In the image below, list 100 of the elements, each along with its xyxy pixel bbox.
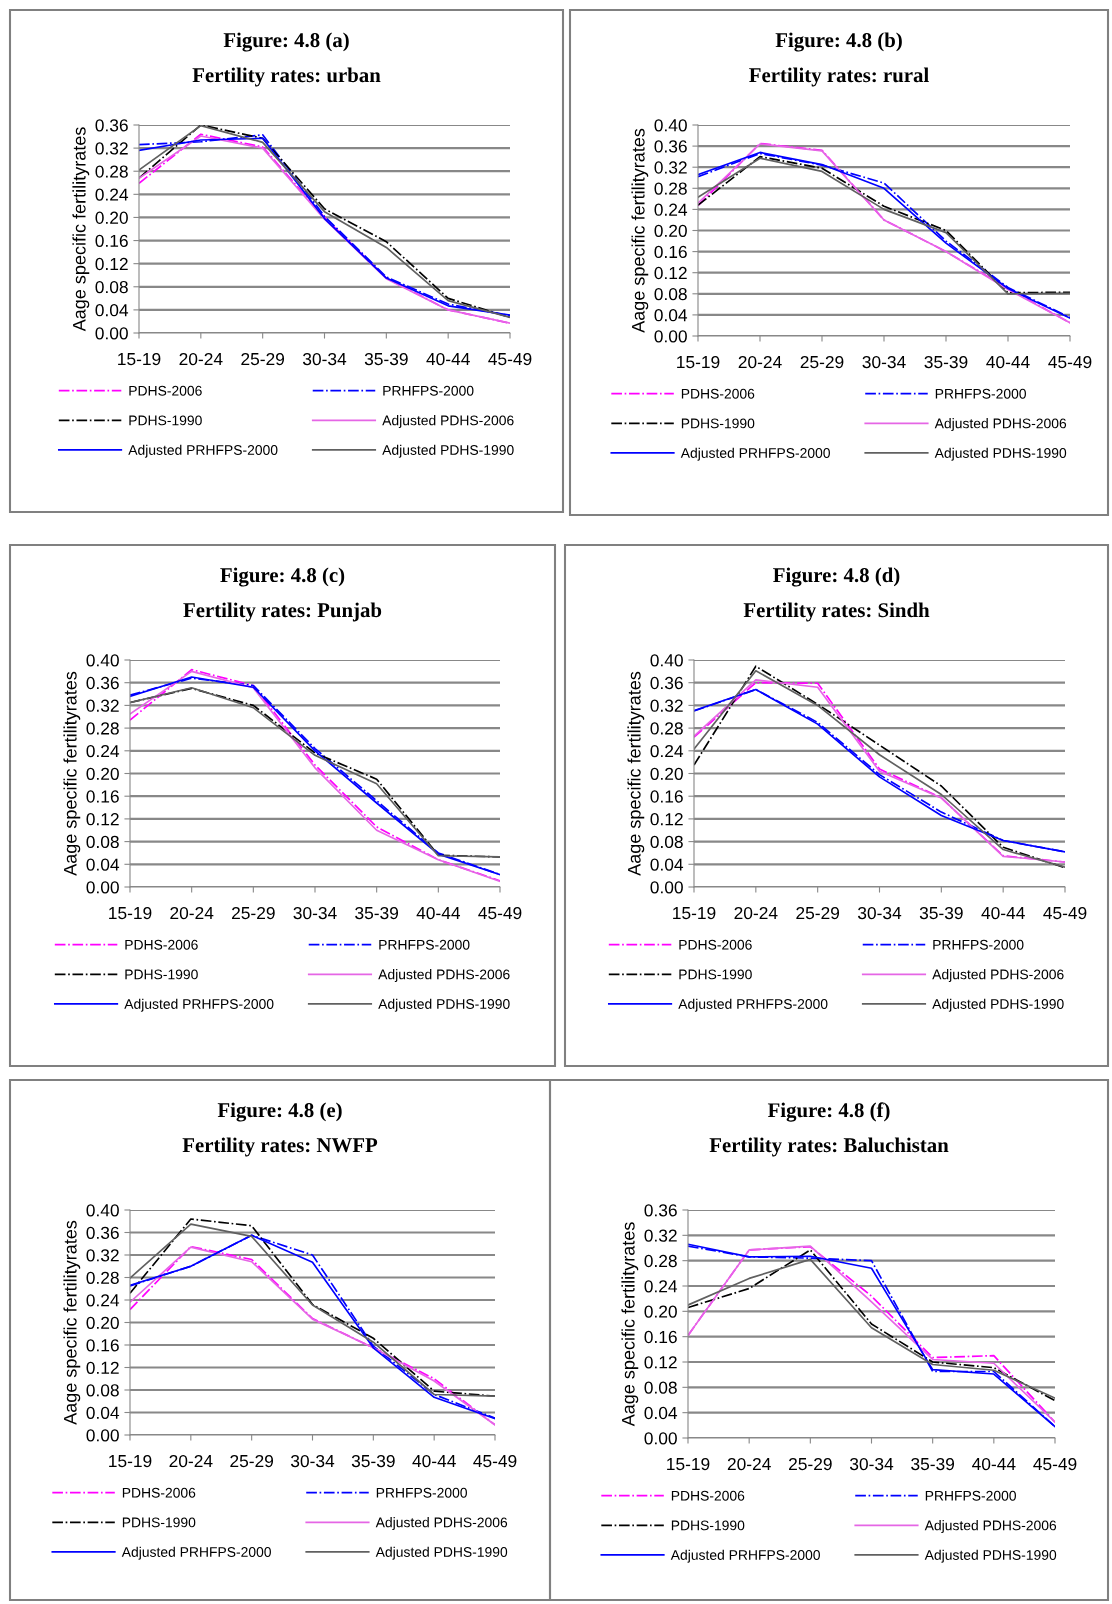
x-tick-label: 20-24 [738,355,782,369]
legend-label: PRHFPS-2000 [383,385,474,396]
legend-label: Adjusted PDHS-2006 [378,969,510,983]
x-tick-label: 30-34 [862,355,906,369]
y-tick-label: 0.40 [86,1204,119,1217]
y-tick-label: 0.20 [86,767,119,780]
y-tick-label: 0.00 [650,881,683,894]
legend-label: PRHFPS-2000 [935,388,1026,399]
y-tick-label: 0.04 [654,309,688,322]
y-tick-label: 0.16 [95,234,128,248]
x-tick-label: 25-29 [789,1457,832,1471]
chart-subtitle: Fertility rates: Punjab [183,602,382,622]
y-tick-label: 0.00 [654,330,687,343]
chart-subtitle: Fertility rates: Baluchistan [709,1137,949,1157]
x-tick-label: 25-29 [796,906,840,920]
legend-label: Adjusted PRHFPS-2000 [678,998,828,1012]
legend-label: PDHS-1990 [129,415,202,426]
legend-label: Adjusted PDHS-2006 [934,418,1067,432]
legend-label: Adjusted PRHFPS-2000 [124,998,274,1012]
y-tick-label: 0.12 [654,266,687,280]
legend-label: Adjusted PDHS-1990 [932,998,1064,1012]
y-tick-label: 0.04 [86,1406,120,1419]
x-tick-label: 30-34 [290,1454,335,1468]
y-tick-label: 0.36 [86,676,119,690]
y-tick-label: 0.32 [95,142,128,155]
chart-title: Figure: 4.8 (a) [223,32,349,52]
legend-label: Adjusted PRHFPS-2000 [670,1549,820,1563]
legend-label: Adjusted PRHFPS-2000 [680,447,830,461]
y-tick-label: 0.24 [644,1280,678,1293]
y-tick-label: 0.16 [644,1330,677,1344]
legend-label: PDHS-1990 [125,969,198,980]
y-tick-label: 0.04 [86,858,120,871]
legend-label: PDHS-2006 [129,385,202,396]
legend-label: Adjusted PDHS-1990 [375,1546,508,1560]
legend-label: Adjusted PDHS-2006 [932,969,1064,983]
y-tick-label: 0.40 [86,654,119,667]
y-tick-label: 0.28 [95,165,128,178]
x-tick-label: 15-19 [673,906,716,920]
y-tick-label: 0.20 [95,211,128,224]
y-tick-label: 0.40 [650,654,683,667]
y-tick-label: 0.12 [86,1361,119,1374]
x-tick-label: 25-29 [241,352,285,366]
x-tick-label: 30-34 [849,1457,894,1471]
y-axis-title: Aage specific fertilityrates [627,671,645,876]
y-tick-label: 0.12 [644,1356,677,1369]
y-tick-label: 0.36 [650,676,683,690]
y-tick-label: 0.00 [86,1429,119,1442]
legend-label: PDHS-2006 [681,388,755,399]
y-tick-label: 0.08 [654,287,687,301]
y-tick-label: 0.08 [86,1384,119,1397]
y-tick-label: 0.12 [95,257,128,271]
x-tick-label: 35-39 [911,1457,955,1471]
x-tick-label: 15-19 [118,352,161,366]
y-tick-label: 0.24 [650,744,684,758]
chart-subtitle: Fertility rates: urban [192,67,381,87]
y-tick-label: 0.28 [644,1254,677,1268]
x-tick-label: 15-19 [677,355,720,369]
legend-label: PDHS-2006 [125,939,198,950]
y-tick-label: 0.40 [654,119,687,132]
x-tick-label: 45-49 [1043,906,1087,920]
y-tick-label: 0.32 [86,699,119,712]
y-tick-label: 0.32 [650,699,683,712]
x-tick-label: 40-44 [412,1454,456,1468]
legend-label: PRHFPS-2000 [933,939,1024,950]
chart-title: Figure: 4.8 (e) [217,1102,342,1122]
legend-label: PDHS-1990 [122,1517,196,1528]
x-tick-label: 25-29 [232,906,275,920]
legend-label: Adjusted PDHS-1990 [924,1549,1057,1563]
x-tick-label: 40-44 [972,1457,1016,1471]
legend-label: PRHFPS-2000 [379,939,470,950]
y-tick-label: 0.20 [86,1316,119,1329]
y-tick-label: 0.28 [654,182,687,195]
x-tick-label: 15-19 [109,1454,152,1468]
x-tick-label: 20-24 [727,1457,771,1471]
y-tick-label: 0.24 [95,188,129,201]
y-tick-label: 0.08 [86,835,119,849]
y-tick-label: 0.24 [86,1294,120,1307]
x-tick-label: 30-34 [857,906,902,920]
y-tick-label: 0.36 [86,1226,119,1239]
x-tick-label: 35-39 [924,355,968,369]
y-tick-label: 0.32 [644,1229,677,1242]
y-tick-label: 0.20 [654,224,687,237]
chart-title: Figure: 4.8 (d) [773,567,900,587]
y-tick-label: 0.04 [95,304,129,317]
legend-label: PRHFPS-2000 [925,1490,1016,1501]
legend-label: PDHS-2006 [679,939,752,950]
y-tick-label: 0.08 [95,280,128,294]
y-axis-title: Aage specific fertilityrates [63,671,81,876]
y-tick-label: 0.32 [654,161,687,174]
x-tick-label: 45-49 [478,906,522,920]
legend-label: Adjusted PDHS-2006 [375,1517,508,1531]
chart-title: Figure: 4.8 (c) [220,567,345,587]
x-tick-label: 25-29 [230,1454,274,1468]
legend-label: Adjusted PRHFPS-2000 [128,444,278,458]
x-tick-label: 20-24 [170,906,214,920]
x-tick-label: 40-44 [981,906,1025,920]
x-tick-label: 15-19 [109,906,152,920]
x-tick-label: 45-49 [473,1454,517,1468]
chart-subtitle: Fertility rates: Sindh [743,602,930,622]
legend-label: Adjusted PDHS-1990 [934,447,1067,461]
